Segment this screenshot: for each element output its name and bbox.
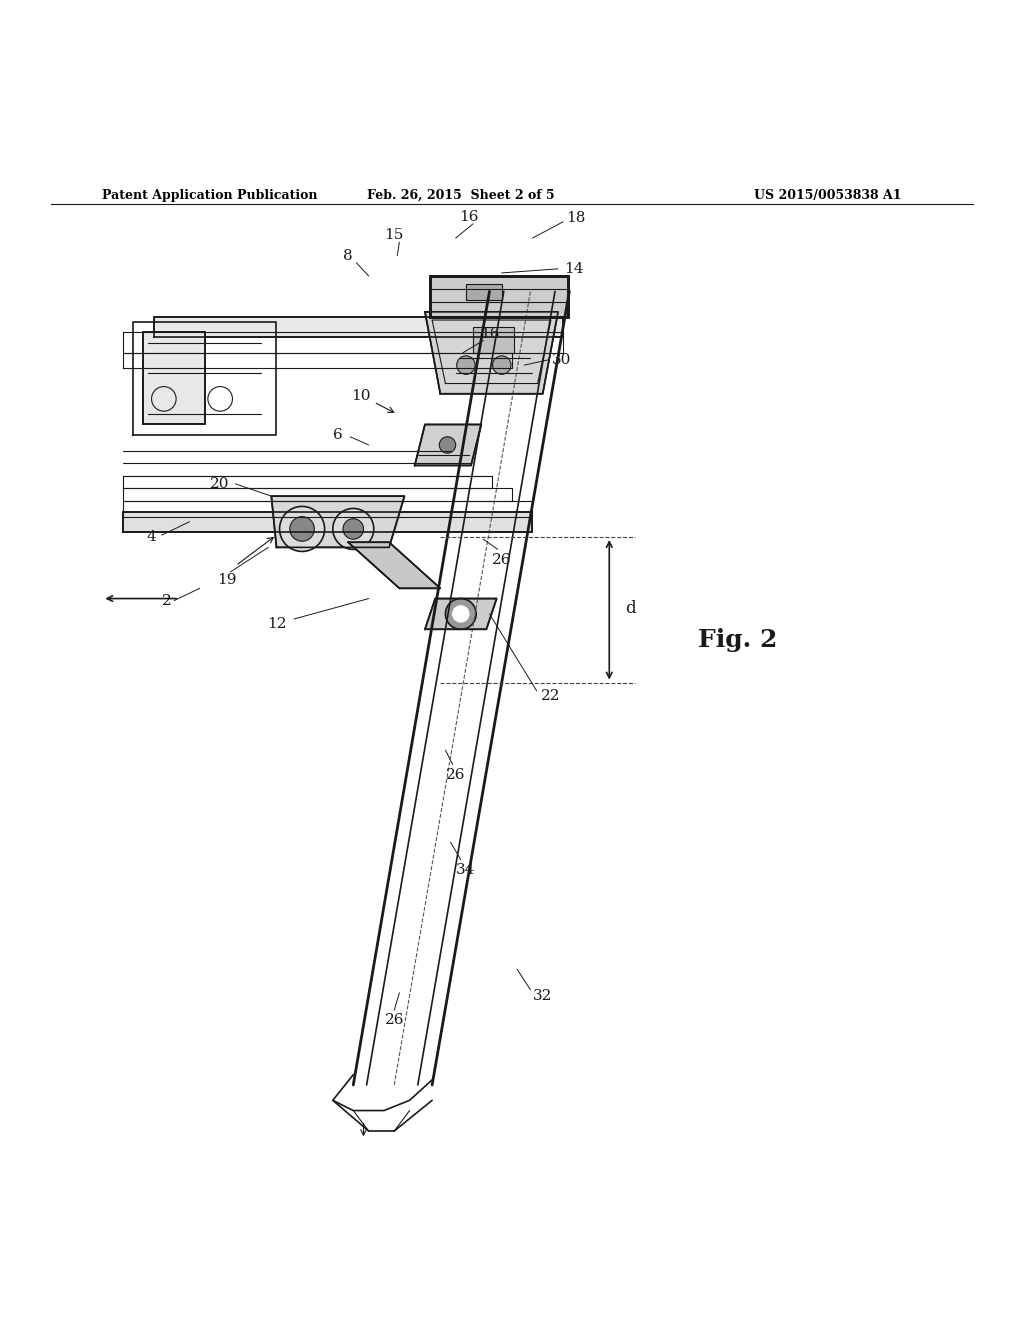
Text: 30: 30: [552, 352, 570, 367]
Circle shape: [493, 356, 511, 375]
Text: 4: 4: [146, 531, 157, 544]
Polygon shape: [425, 598, 497, 630]
Text: 22: 22: [541, 689, 561, 702]
Text: 20: 20: [210, 477, 230, 491]
Polygon shape: [123, 512, 532, 532]
Circle shape: [333, 508, 374, 549]
Polygon shape: [425, 312, 558, 393]
Text: 18: 18: [566, 211, 585, 224]
Circle shape: [453, 606, 469, 622]
Text: d: d: [625, 601, 635, 618]
Text: 34: 34: [457, 863, 475, 876]
Bar: [473, 327, 514, 352]
Polygon shape: [430, 276, 568, 317]
Polygon shape: [154, 317, 563, 338]
Text: 15: 15: [385, 228, 403, 242]
Text: 12: 12: [266, 618, 287, 631]
Polygon shape: [348, 543, 440, 589]
Circle shape: [439, 437, 456, 453]
Polygon shape: [143, 333, 205, 425]
Text: 14: 14: [563, 261, 584, 276]
Text: Feb. 26, 2015  Sheet 2 of 5: Feb. 26, 2015 Sheet 2 of 5: [367, 189, 555, 202]
Circle shape: [445, 598, 476, 630]
Text: 16: 16: [459, 210, 479, 223]
Circle shape: [343, 519, 364, 539]
Circle shape: [457, 356, 475, 375]
Text: 10: 10: [350, 389, 371, 403]
Bar: [466, 284, 502, 300]
Text: 16: 16: [479, 327, 500, 342]
Text: 8: 8: [343, 248, 353, 263]
Text: 26: 26: [384, 1014, 404, 1027]
Text: Patent Application Publication: Patent Application Publication: [102, 189, 317, 202]
Polygon shape: [271, 496, 404, 548]
Text: 26: 26: [445, 768, 466, 781]
Text: 6: 6: [333, 428, 343, 442]
Circle shape: [280, 507, 325, 552]
Polygon shape: [415, 425, 481, 466]
Text: 26: 26: [492, 553, 512, 566]
Circle shape: [290, 516, 314, 541]
Text: 32: 32: [534, 989, 552, 1003]
Text: 19: 19: [217, 573, 238, 587]
Text: Fig. 2: Fig. 2: [697, 627, 777, 652]
Text: US 2015/0053838 A1: US 2015/0053838 A1: [754, 189, 901, 202]
Text: 2: 2: [162, 594, 172, 607]
